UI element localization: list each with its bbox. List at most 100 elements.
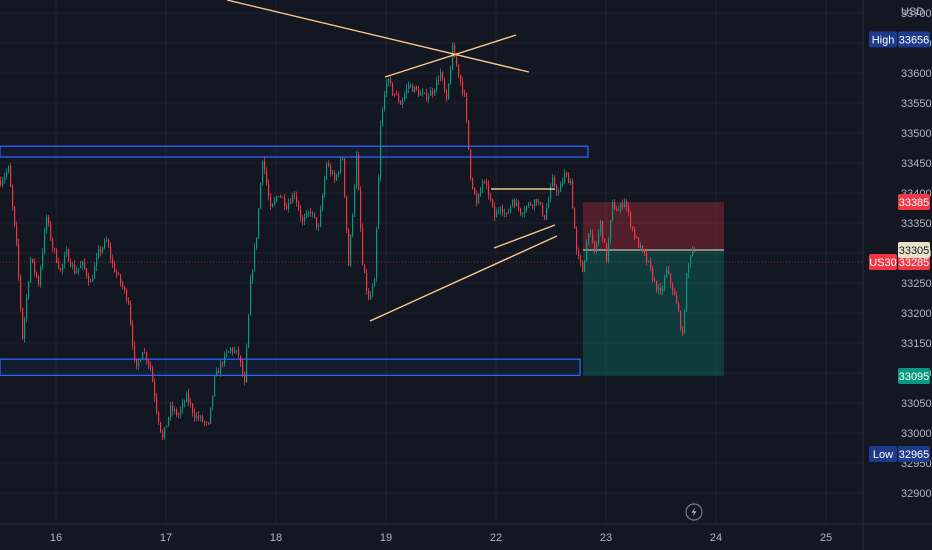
candle-body: [294, 194, 296, 196]
candle-body: [174, 409, 176, 412]
candle: [238, 346, 240, 359]
candle: [542, 202, 544, 217]
take-profit-area[interactable]: [583, 250, 724, 376]
candle-body: [70, 261, 72, 267]
candle-body: [594, 241, 596, 252]
candle: [138, 358, 140, 371]
candle: [556, 184, 558, 196]
candle: [470, 149, 472, 181]
candle: [564, 169, 566, 185]
candle-body: [22, 308, 24, 339]
candle: [272, 203, 274, 208]
candle-body: [318, 226, 320, 228]
candle-body: [122, 283, 124, 288]
candle: [540, 201, 542, 206]
candle-body: [216, 370, 218, 376]
x-tick-label: 23: [600, 532, 612, 544]
candle: [80, 260, 82, 269]
candle: [386, 78, 388, 98]
resistance-zone[interactable]: [0, 145, 589, 158]
candle: [22, 307, 24, 340]
entry-price-label: 33305: [898, 242, 930, 258]
candle-body: [10, 166, 12, 187]
candle-body: [120, 274, 122, 284]
candle-body: [482, 181, 484, 189]
lightning-icon[interactable]: [685, 503, 703, 521]
candle-body: [448, 83, 450, 99]
candle: [526, 205, 528, 213]
candle: [580, 254, 582, 267]
candle-body: [86, 268, 88, 277]
candle: [648, 261, 650, 263]
support-zone[interactable]: [0, 358, 581, 377]
candle-body: [352, 214, 354, 236]
candle-body: [486, 182, 488, 186]
candle-body: [570, 180, 572, 184]
candle-body: [234, 350, 236, 353]
candle-body: [670, 273, 672, 285]
zones-layer: [0, 145, 589, 377]
candle: [232, 346, 234, 356]
candle-body: [460, 75, 462, 82]
candle-body: [44, 230, 46, 253]
candle-body: [422, 92, 424, 94]
candle: [224, 351, 226, 367]
candle-body: [490, 195, 492, 200]
candle-body: [440, 72, 442, 81]
candle: [216, 367, 218, 377]
trend-line-descending[interactable]: [226, 0, 530, 73]
candle-body: [306, 213, 308, 218]
candle-body: [396, 94, 398, 96]
x-tick-label: 17: [160, 532, 172, 544]
x-tick-label: 16: [50, 532, 62, 544]
candle: [102, 246, 104, 255]
time-axis-layer: 16 17 18 19 22 23 24 25: [50, 532, 832, 544]
candle-body: [600, 221, 602, 233]
candle: [108, 237, 110, 249]
candle-body: [312, 212, 314, 214]
candle-body: [166, 425, 168, 428]
candle-body: [20, 276, 22, 309]
candle-body: [134, 345, 136, 360]
candle-body: [342, 158, 344, 160]
candle-body: [82, 261, 84, 266]
candle-body: [682, 329, 684, 333]
candle: [412, 83, 414, 92]
candle: [430, 86, 432, 96]
candle-body: [196, 415, 198, 419]
candle: [476, 190, 478, 207]
candle: [42, 247, 44, 271]
candle: [516, 198, 518, 207]
low-price-label: Low 32965: [869, 446, 930, 462]
candle-body: [648, 261, 650, 263]
candle: [588, 232, 590, 246]
candle: [508, 208, 510, 214]
candle-body: [110, 247, 112, 259]
candle-body: [28, 282, 30, 298]
candle: [656, 280, 658, 293]
candle: [624, 198, 626, 209]
candle-body: [296, 195, 298, 203]
candle-body: [302, 217, 304, 222]
candle-body: [332, 172, 334, 175]
candle-body: [554, 177, 556, 186]
currency-label: USD: [901, 6, 924, 18]
trend-line-ascending-base[interactable]: [369, 235, 558, 322]
stop-loss-area[interactable]: [583, 202, 724, 250]
candle: [670, 273, 672, 289]
candle-body: [366, 272, 368, 291]
candle-body: [438, 79, 440, 81]
candle-body: [390, 78, 392, 84]
wedge-bottom-line[interactable]: [493, 224, 556, 249]
candle-body: [220, 362, 222, 374]
candle-body: [484, 181, 486, 183]
candle-body: [140, 359, 142, 362]
trend-line-ascending-top[interactable]: [384, 34, 517, 78]
candle-body: [284, 197, 286, 207]
candle: [482, 179, 484, 193]
candle-body: [354, 186, 356, 215]
candle: [378, 174, 380, 230]
candle: [38, 275, 40, 287]
candle-body: [222, 362, 224, 365]
